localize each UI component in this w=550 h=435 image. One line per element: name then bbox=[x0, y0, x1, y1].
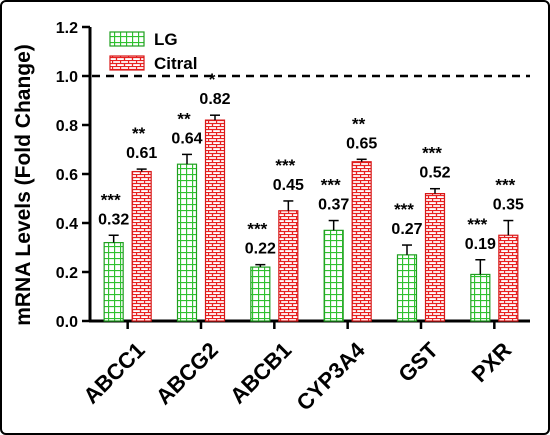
bar-group-abcg2: 0.64 ** 0.82 * bbox=[171, 70, 231, 322]
data-label: 0.22 bbox=[245, 241, 276, 258]
significance-marker: *** bbox=[321, 176, 341, 195]
bar-lg bbox=[103, 242, 124, 322]
y-tick-label: 0.8 bbox=[56, 118, 78, 135]
significance-marker: ** bbox=[352, 114, 366, 133]
bar-group-pxr: 0.19 *** 0.35 *** bbox=[465, 176, 524, 322]
y-tick-label: 0.6 bbox=[56, 167, 78, 184]
x-category-label: PXR bbox=[467, 337, 517, 387]
bar-lg bbox=[323, 229, 344, 322]
y-axis-label: mRNA Levels (Fold Change) bbox=[12, 44, 35, 326]
bar-group-cyp3a4: 0.37 *** 0.65 ** bbox=[318, 114, 377, 322]
y-axis: 0.0 0.2 0.4 0.6 0.8 1.0 1.2 bbox=[56, 20, 92, 331]
data-label: 0.27 bbox=[391, 221, 422, 238]
y-tick-label: 0.4 bbox=[56, 216, 78, 233]
bar-group-gst: 0.27 *** 0.52 *** bbox=[391, 144, 451, 322]
data-label: 0.32 bbox=[98, 211, 129, 228]
data-label: 0.37 bbox=[318, 197, 349, 214]
bar-citral bbox=[424, 193, 446, 322]
data-label: 0.35 bbox=[493, 197, 524, 214]
data-label: 0.65 bbox=[346, 135, 377, 152]
x-category-label: CYP3A4 bbox=[291, 337, 370, 416]
y-tick-label: 0.0 bbox=[56, 314, 78, 331]
bar-citral bbox=[498, 234, 519, 322]
x-category-label: GST bbox=[393, 337, 443, 387]
x-category-label: ABCG2 bbox=[151, 337, 223, 409]
data-label: 0.45 bbox=[273, 177, 304, 194]
y-tick-label: 1.2 bbox=[56, 20, 78, 37]
significance-marker: *** bbox=[394, 200, 414, 219]
significance-marker: *** bbox=[247, 220, 267, 239]
x-category-label: ABCB1 bbox=[225, 337, 296, 408]
significance-marker: *** bbox=[495, 176, 515, 195]
bar-lg bbox=[396, 254, 418, 322]
bar-citral bbox=[204, 119, 226, 322]
bar-group-abcb1: 0.22 *** 0.45 *** bbox=[245, 156, 304, 322]
significance-marker: *** bbox=[101, 190, 121, 209]
data-label: 0.82 bbox=[199, 91, 230, 108]
data-label: 0.19 bbox=[465, 236, 496, 253]
significance-marker: ** bbox=[177, 109, 191, 128]
legend-label-citral: Citral bbox=[154, 54, 197, 73]
bar-citral bbox=[131, 170, 152, 322]
x-category-label: ABCC1 bbox=[78, 337, 149, 408]
legend: LG Citral bbox=[109, 30, 197, 73]
significance-marker: *** bbox=[275, 156, 295, 175]
significance-marker: * bbox=[209, 70, 216, 89]
bar-lg bbox=[176, 163, 198, 322]
data-label: 0.52 bbox=[419, 165, 450, 182]
significance-marker: *** bbox=[467, 215, 487, 234]
legend-swatch-lg bbox=[109, 31, 145, 47]
significance-marker: *** bbox=[422, 144, 442, 163]
data-label: 0.64 bbox=[171, 130, 202, 147]
y-tick-label: 0.2 bbox=[56, 265, 78, 282]
significance-marker: ** bbox=[132, 124, 146, 143]
bar-lg bbox=[250, 266, 271, 322]
bar-group-abcc1: 0.32 *** 0.61 ** bbox=[98, 124, 157, 322]
y-tick-label: 1.0 bbox=[56, 69, 78, 86]
legend-label-lg: LG bbox=[154, 30, 178, 49]
bar-citral bbox=[278, 210, 299, 322]
bar-lg bbox=[470, 273, 491, 322]
bar-citral bbox=[351, 161, 372, 322]
bars: 0.32***0.61** 0.64**0.82*0.22***0.45***0.… bbox=[98, 70, 524, 322]
legend-swatch-citral bbox=[109, 55, 145, 71]
data-label: 0.61 bbox=[126, 145, 157, 162]
